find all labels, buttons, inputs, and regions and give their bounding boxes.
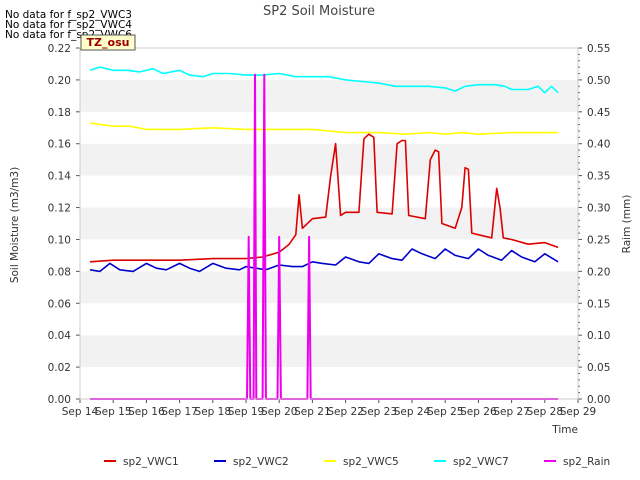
y-tick-label: 0.02	[48, 362, 71, 374]
grid-band	[80, 367, 578, 399]
no-data-note-1: No data for f_sp2_VWC3	[5, 9, 132, 21]
x-tick-label: Sep 27	[493, 406, 530, 418]
grid-band	[80, 48, 578, 80]
no-data-note-2: No data for f_sp2_VWC4	[5, 19, 132, 31]
y2-tick-label: 0.45	[587, 107, 610, 119]
x-tick-label: Sep 20	[261, 406, 298, 418]
x-tick-label: Sep 16	[128, 406, 165, 418]
y-tick-label: 0.14	[48, 171, 72, 183]
grid-band	[80, 111, 578, 144]
grid-band	[80, 143, 578, 176]
x-tick-label: Sep 18	[195, 406, 232, 418]
grid-band	[80, 79, 578, 112]
plot-background-bands	[80, 48, 578, 399]
y2-tick-label: 0.50	[587, 75, 610, 87]
y2-tick-label: 0.55	[587, 43, 610, 55]
series-line-sp2_Rain	[90, 73, 559, 400]
site-badge: TZ_osu	[80, 34, 136, 51]
x-tick-label: Sep 15	[95, 406, 132, 418]
x-tick-label: Sep 26	[460, 406, 497, 418]
legend-label-sp2_VWC2: sp2_VWC2	[233, 456, 289, 468]
y2-tick-label: 0.30	[587, 203, 610, 215]
legend: sp2_VWC1 sp2_VWC2 sp2_VWC5 sp2_VWC7 sp2_Rain	[104, 456, 610, 468]
y-tick-label: 0.04	[48, 330, 72, 342]
grid-band	[80, 303, 578, 336]
x-tick-label: Sep 19	[228, 406, 265, 418]
legend-label-sp2_Rain: sp2_Rain	[563, 456, 610, 468]
y2-tick-label: 0.25	[587, 234, 610, 246]
x-tick-label: Sep 23	[361, 406, 398, 418]
y2-tick-label: 0.00	[587, 394, 610, 406]
y-tick-label: 0.06	[48, 298, 72, 310]
series-line-sp2_VWC2	[89, 248, 559, 273]
x-tick-label: Sep 21	[294, 406, 331, 418]
grid-band	[80, 239, 578, 272]
series-line-sp2_VWC1	[89, 133, 559, 263]
legend-label-sp2_VWC1: sp2_VWC1	[123, 456, 179, 468]
y-tick-label: 0.10	[48, 234, 71, 246]
y-axis-ticks: 0.00 0.02 0.04 0.06 0.08 0.10 0.12 0.14 0.16 0.18…	[48, 43, 80, 406]
y2-axis-label: Raim (mm)	[621, 195, 633, 254]
series-lines	[89, 66, 559, 400]
y-tick-label: 0.12	[48, 203, 71, 215]
chart-title: SP2 Soil Moisture	[263, 4, 375, 19]
legend-label-sp2_VWC7: sp2_VWC7	[453, 456, 509, 468]
y2-tick-label: 0.15	[587, 298, 610, 310]
y-tick-label: 0.00	[48, 394, 71, 406]
x-tick-label: Sep 14	[62, 406, 99, 418]
y2-tick-label: 0.10	[587, 330, 610, 342]
y-tick-label: 0.22	[48, 43, 71, 55]
y2-tick-label: 0.40	[587, 139, 610, 151]
grid-band	[80, 335, 578, 368]
plot-frame	[79, 47, 579, 400]
y-axis-label: Soil Moisture (m3/m3)	[9, 167, 21, 283]
y2-axis-ticks: 0.00 0.05 0.10 0.15 0.20 0.25 0.30 0.35 0.40 0.45…	[578, 43, 610, 406]
y2-tick-label: 0.05	[587, 362, 610, 374]
legend-label-sp2_VWC5: sp2_VWC5	[343, 456, 399, 468]
y-tick-label: 0.18	[48, 107, 71, 119]
site-badge-label: TZ_osu	[87, 36, 130, 49]
series-line-sp2_VWC5	[89, 122, 559, 135]
series-line-sp2_VWC7	[89, 66, 559, 94]
y-tick-label: 0.20	[48, 75, 71, 87]
x-tick-label: Sep 25	[427, 406, 464, 418]
x-axis-label: Time	[551, 424, 578, 436]
y2-tick-label: 0.35	[587, 171, 610, 183]
x-tick-label: Sep 22	[327, 406, 364, 418]
grid-band	[80, 271, 578, 304]
y-tick-label: 0.16	[48, 139, 72, 151]
y-tick-label: 0.08	[48, 266, 71, 278]
x-tick-label: Sep 29	[560, 406, 597, 418]
x-tick-label: Sep 17	[161, 406, 198, 418]
x-tick-label: Sep 24	[394, 406, 431, 418]
x-tick-label: Sep 28	[527, 406, 564, 418]
y2-tick-label: 0.20	[587, 266, 610, 278]
